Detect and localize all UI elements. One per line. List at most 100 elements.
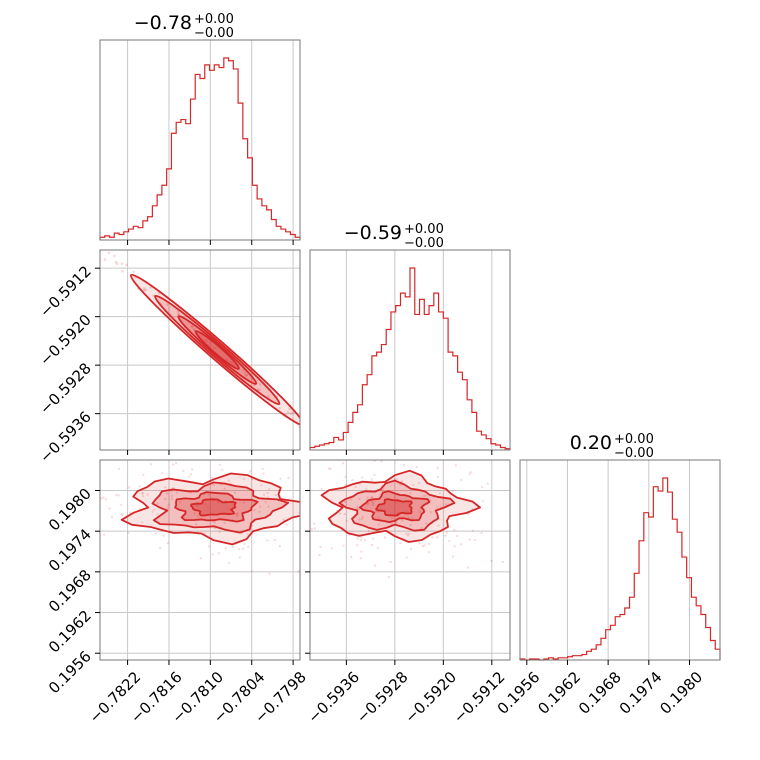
sample-point [360,550,363,553]
panels-layer: −0.7822−0.7816−0.7810−0.7804−0.7798−0.59… [36,39,721,727]
sample-point [231,545,235,548]
sample-point [182,469,185,473]
y-tick-label-param-1: −0.5920 [36,311,95,370]
sample-point [210,476,214,479]
contour-level-0 [129,273,300,427]
sample-point [65,215,68,218]
x-tick-label-param-1: −0.5920 [401,668,460,727]
sample-point [453,545,456,548]
sample-point [128,486,131,489]
sample-point [351,479,354,482]
sample-point [471,529,474,533]
sample-point [149,286,152,289]
sample-point [427,551,430,554]
sample-point [422,494,425,498]
sample-point [481,500,485,503]
sample-point [436,536,439,539]
sample-point [89,242,92,245]
sample-point [286,410,290,414]
sample-point [227,561,231,564]
sample-point [313,510,315,512]
sample-point [60,534,62,536]
panel-2-2-frame [519,459,721,661]
panel-0-0-frame [99,39,301,241]
sample-point [360,536,363,539]
sample-point [401,480,404,483]
sample-point [170,498,173,501]
sample-point [394,521,398,524]
x-tick-label-param-2: 0.1962 [534,668,584,718]
sample-point [401,519,404,522]
sample-point [338,512,342,515]
sample-point [466,566,469,569]
sample-point [431,536,434,539]
sample-point [411,517,414,520]
sample-point [371,503,375,507]
sample-point [373,564,377,567]
sample-point [420,527,423,530]
sample-point [158,546,162,550]
sample-point [377,516,380,519]
sample-point [116,443,118,445]
sample-point [451,555,455,558]
sample-point [266,491,269,495]
sample-point [288,494,290,496]
sample-point [117,391,119,393]
sample-point [468,472,471,475]
sample-point [469,471,472,474]
sample-point [218,463,222,466]
sample-point [437,524,440,527]
sample-point [176,310,180,313]
sample-point [216,500,219,503]
sample-point [252,454,254,456]
pair-0-1-contours [49,204,334,449]
sample-point [338,452,340,454]
sample-point [103,533,106,536]
sample-point [350,555,353,559]
sample-point [223,487,226,491]
param-1-title-lower: −0.00 [404,236,444,251]
sample-point [171,463,175,466]
sample-point [151,510,154,514]
sample-point [372,537,375,540]
sample-point [241,547,245,550]
panel-0-0-grid [127,40,294,240]
y-tick-label-param-1: −0.5928 [36,359,95,418]
sample-point [49,204,52,207]
sample-point [68,223,71,226]
sample-point [374,510,377,513]
sample-point [266,539,269,542]
sample-point [218,530,221,533]
sample-point [380,460,383,463]
sample-point [243,371,247,374]
sample-point [331,446,334,449]
sample-point [370,496,373,499]
sample-point [278,406,282,410]
sample-point [211,553,214,556]
sample-point [249,470,252,473]
contour-level-3 [375,498,413,517]
sample-point [342,544,345,547]
sample-point [100,497,103,500]
sample-point [163,485,167,489]
sample-point [356,544,359,547]
sample-point [511,529,513,531]
y-tick-label-param-2: 0.1968 [45,566,95,616]
sample-point [261,467,264,470]
sample-point [454,464,457,467]
sample-point [453,528,456,532]
sample-point [235,513,238,516]
sample-point [365,487,368,491]
sample-point [372,501,375,505]
sample-point [54,206,57,209]
sample-point [423,544,426,547]
sample-point [141,495,145,498]
sample-point [380,489,383,493]
sample-point [174,461,178,465]
sample-point [260,484,263,487]
panel-0-1-frame [99,249,301,451]
sample-point [425,522,428,525]
sample-point [177,313,181,316]
sample-point [244,374,248,377]
sample-point [99,240,102,243]
